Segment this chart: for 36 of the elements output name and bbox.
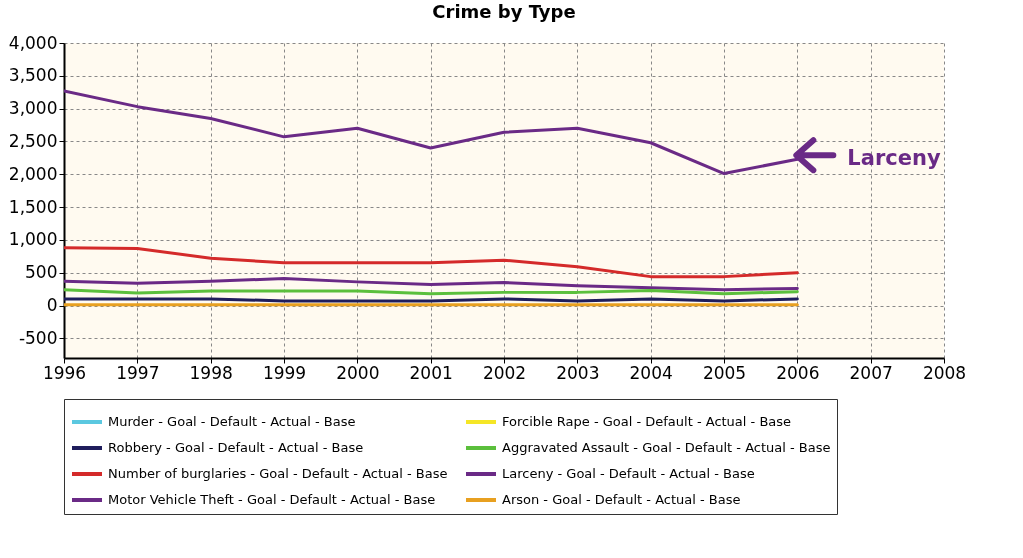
y-tick-label: 3,500 (8, 65, 58, 86)
x-tick-label: 2006 (776, 362, 820, 383)
x-tick-label: 2008 (922, 362, 967, 383)
x-tick-label: 1996 (42, 362, 87, 383)
y-tick-label: 4,000 (8, 32, 58, 53)
x-tick-label: 2001 (409, 362, 453, 383)
x-tick-label: 2003 (556, 362, 600, 383)
chart-title: Crime by Type (432, 1, 576, 22)
line-series (64, 89, 799, 176)
x-tick-label: 2002 (482, 362, 527, 383)
annotation: Larceny (847, 146, 941, 171)
legend-label: Number of burglaries - Goal - Default - Actual - Base (108, 466, 448, 481)
x-tick-label: 1999 (262, 362, 307, 383)
x-tick-label: 2007 (849, 362, 893, 383)
legend-label: Murder - Goal - Default - Actual - Base (108, 414, 356, 429)
y-tick-label: 1,500 (8, 196, 58, 217)
y-tick-label: 500 (25, 262, 58, 283)
legend-label: Robbery - Goal - Default - Actual - Base (108, 440, 364, 455)
y-tick-label: 1,000 (8, 229, 58, 250)
y-tick-label: -500 (18, 327, 58, 348)
legend-label: Aggravated Assault - Goal - Default - Actual - Base (502, 440, 831, 455)
y-tick-label: 0 (46, 295, 58, 315)
legend-label: Motor Vehicle Theft - Goal - Default - Actual - Base (108, 492, 436, 507)
legend-label: Arson - Goal - Default - Actual - Base (502, 492, 741, 507)
x-tick-label: 2000 (336, 362, 380, 383)
x-tick-label: 2005 (702, 362, 747, 383)
legend-label: Larceny - Goal - Default - Actual - Base (502, 466, 755, 481)
x-tick-label: 2004 (629, 362, 673, 383)
y-tick-label: 3,000 (8, 98, 58, 119)
legend-label: Forcible Rape - Goal - Default - Actual - Base (502, 414, 792, 429)
y-tick-label: 2,000 (8, 163, 58, 184)
x-tick-label: 1998 (189, 362, 233, 383)
x-tick-label: 1997 (116, 362, 160, 383)
line-series (64, 246, 799, 279)
y-tick-label: 2,500 (8, 130, 58, 151)
line-series (64, 277, 799, 292)
